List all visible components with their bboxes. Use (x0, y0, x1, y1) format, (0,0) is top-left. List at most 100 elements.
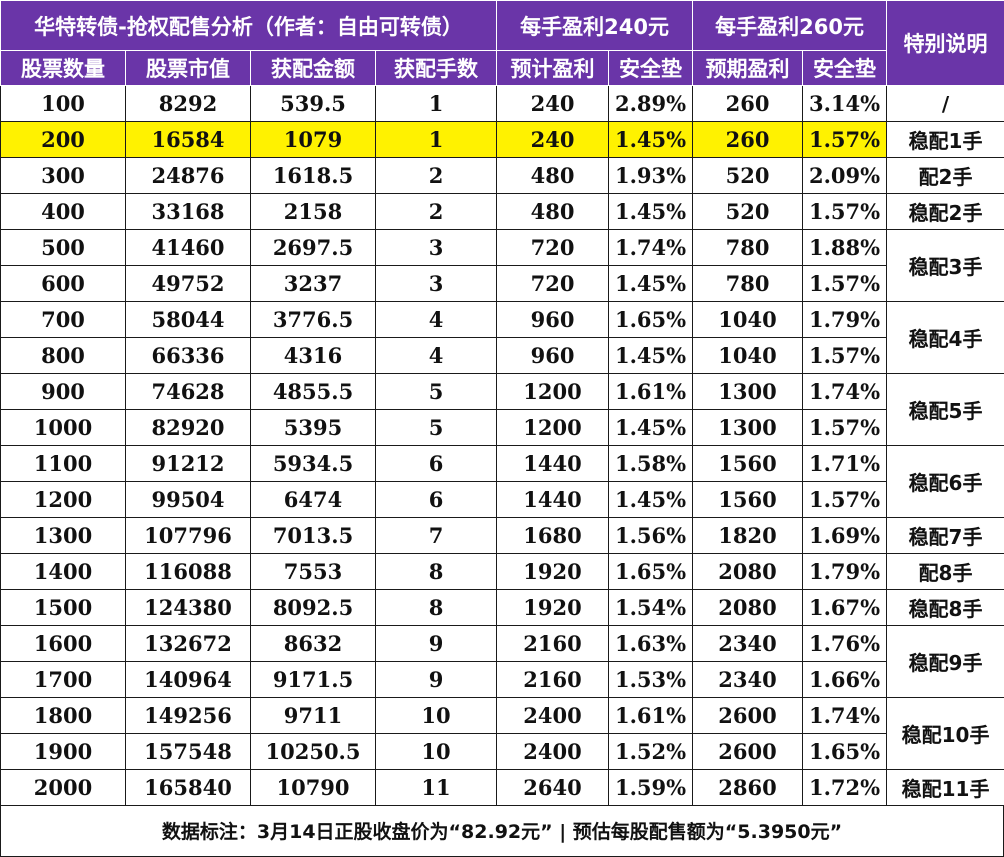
cell-market-value: 74628 (126, 374, 251, 410)
cell-allotted-amount: 1079 (251, 122, 376, 158)
cell-market-value: 140964 (126, 662, 251, 698)
cell-shares: 1900 (1, 734, 126, 770)
cell-allotted-lots: 5 (376, 374, 497, 410)
cell-expected-profit-260: 780 (693, 266, 803, 302)
cell-expected-profit-240: 1920 (497, 590, 609, 626)
cell-expected-profit-240: 480 (497, 194, 609, 230)
special-note-cell: 稳配4手 (887, 302, 1004, 374)
special-note-header: 特别说明 (887, 1, 1004, 86)
cell-allotted-lots: 5 (376, 410, 497, 446)
cell-safety-cushion-260: 1.57% (803, 482, 887, 518)
cell-safety-cushion-240: 1.74% (609, 230, 693, 266)
group-header-240: 每手盈利240元 (497, 1, 693, 51)
cell-expected-profit-240: 1440 (497, 446, 609, 482)
cell-safety-cushion-260: 1.65% (803, 734, 887, 770)
cell-expected-profit-260: 2600 (693, 734, 803, 770)
cell-safety-cushion-240: 1.63% (609, 626, 693, 662)
col-header-expected-profit-240: 预计盈利 (497, 51, 609, 86)
group-header-260: 每手盈利260元 (693, 1, 887, 51)
cell-expected-profit-240: 1200 (497, 374, 609, 410)
col-header-allotted-amount: 获配金额 (251, 51, 376, 86)
cell-expected-profit-240: 240 (497, 122, 609, 158)
cell-safety-cushion-240: 1.56% (609, 518, 693, 554)
cell-shares: 1700 (1, 662, 126, 698)
cell-expected-profit-260: 1560 (693, 446, 803, 482)
cell-shares: 1100 (1, 446, 126, 482)
cell-allotted-lots: 10 (376, 698, 497, 734)
cell-expected-profit-240: 720 (497, 266, 609, 302)
col-header-expected-profit-260: 预期盈利 (693, 51, 803, 86)
special-note-cell: 稳配2手 (887, 194, 1004, 230)
col-header-safety-cushion-240: 安全垫 (609, 51, 693, 86)
cell-expected-profit-260: 1040 (693, 338, 803, 374)
special-note-cell: 稳配8手 (887, 590, 1004, 626)
cell-safety-cushion-260: 1.57% (803, 410, 887, 446)
cell-allotted-amount: 7013.5 (251, 518, 376, 554)
special-note-cell: 稳配3手 (887, 230, 1004, 302)
cell-expected-profit-260: 1300 (693, 410, 803, 446)
cell-safety-cushion-240: 1.65% (609, 302, 693, 338)
cell-safety-cushion-240: 1.59% (609, 770, 693, 806)
cell-market-value: 16584 (126, 122, 251, 158)
cell-expected-profit-240: 2640 (497, 770, 609, 806)
special-note-cell: 配2手 (887, 158, 1004, 194)
data-footnote: 数据标注：3月14日正股收盘价为“82.92元” | 预估每股配售额为“5.39… (0, 805, 1004, 857)
cell-expected-profit-260: 260 (693, 86, 803, 122)
cell-market-value: 82920 (126, 410, 251, 446)
cell-allotted-amount: 9711 (251, 698, 376, 734)
cell-expected-profit-240: 1680 (497, 518, 609, 554)
special-note-cell: 稳配6手 (887, 446, 1004, 518)
cell-market-value: 116088 (126, 554, 251, 590)
special-note-cell: 配8手 (887, 554, 1004, 590)
cell-safety-cushion-240: 1.61% (609, 374, 693, 410)
cell-allotted-amount: 5395 (251, 410, 376, 446)
cell-expected-profit-260: 2340 (693, 662, 803, 698)
cell-expected-profit-240: 1440 (497, 482, 609, 518)
cell-allotted-lots: 9 (376, 626, 497, 662)
cell-allotted-amount: 10790 (251, 770, 376, 806)
col-header-market-value: 股票市值 (126, 51, 251, 86)
cell-expected-profit-260: 520 (693, 194, 803, 230)
cell-expected-profit-260: 2080 (693, 590, 803, 626)
cell-market-value: 157548 (126, 734, 251, 770)
special-note-cell: 稳配7手 (887, 518, 1004, 554)
cell-safety-cushion-260: 1.57% (803, 266, 887, 302)
cell-shares: 1200 (1, 482, 126, 518)
cell-shares: 1400 (1, 554, 126, 590)
header-row-columns: 股票数量 股票市值 获配金额 获配手数 预计盈利 安全垫 预期盈利 安全垫 (1, 51, 1004, 86)
cell-safety-cushion-260: 1.66% (803, 662, 887, 698)
cell-expected-profit-240: 960 (497, 338, 609, 374)
cell-shares: 500 (1, 230, 126, 266)
cell-expected-profit-240: 2400 (497, 734, 609, 770)
cell-expected-profit-240: 720 (497, 230, 609, 266)
cell-market-value: 8292 (126, 86, 251, 122)
cell-market-value: 124380 (126, 590, 251, 626)
cell-safety-cushion-260: 1.74% (803, 374, 887, 410)
cell-expected-profit-260: 1300 (693, 374, 803, 410)
cell-allotted-lots: 9 (376, 662, 497, 698)
cell-safety-cushion-260: 2.09% (803, 158, 887, 194)
cell-safety-cushion-240: 1.45% (609, 482, 693, 518)
cell-safety-cushion-240: 1.45% (609, 122, 693, 158)
cell-safety-cushion-260: 1.79% (803, 554, 887, 590)
cell-allotted-lots: 8 (376, 554, 497, 590)
cell-allotted-lots: 1 (376, 86, 497, 122)
cell-shares: 100 (1, 86, 126, 122)
allotment-table: 华特转债-抢权配售分析（作者：自由可转债） 每手盈利240元 每手盈利260元 … (0, 0, 1004, 806)
cell-market-value: 41460 (126, 230, 251, 266)
cell-expected-profit-260: 1040 (693, 302, 803, 338)
cell-market-value: 24876 (126, 158, 251, 194)
cell-safety-cushion-240: 1.45% (609, 338, 693, 374)
cell-shares: 2000 (1, 770, 126, 806)
cell-market-value: 58044 (126, 302, 251, 338)
cell-market-value: 149256 (126, 698, 251, 734)
cell-market-value: 132672 (126, 626, 251, 662)
